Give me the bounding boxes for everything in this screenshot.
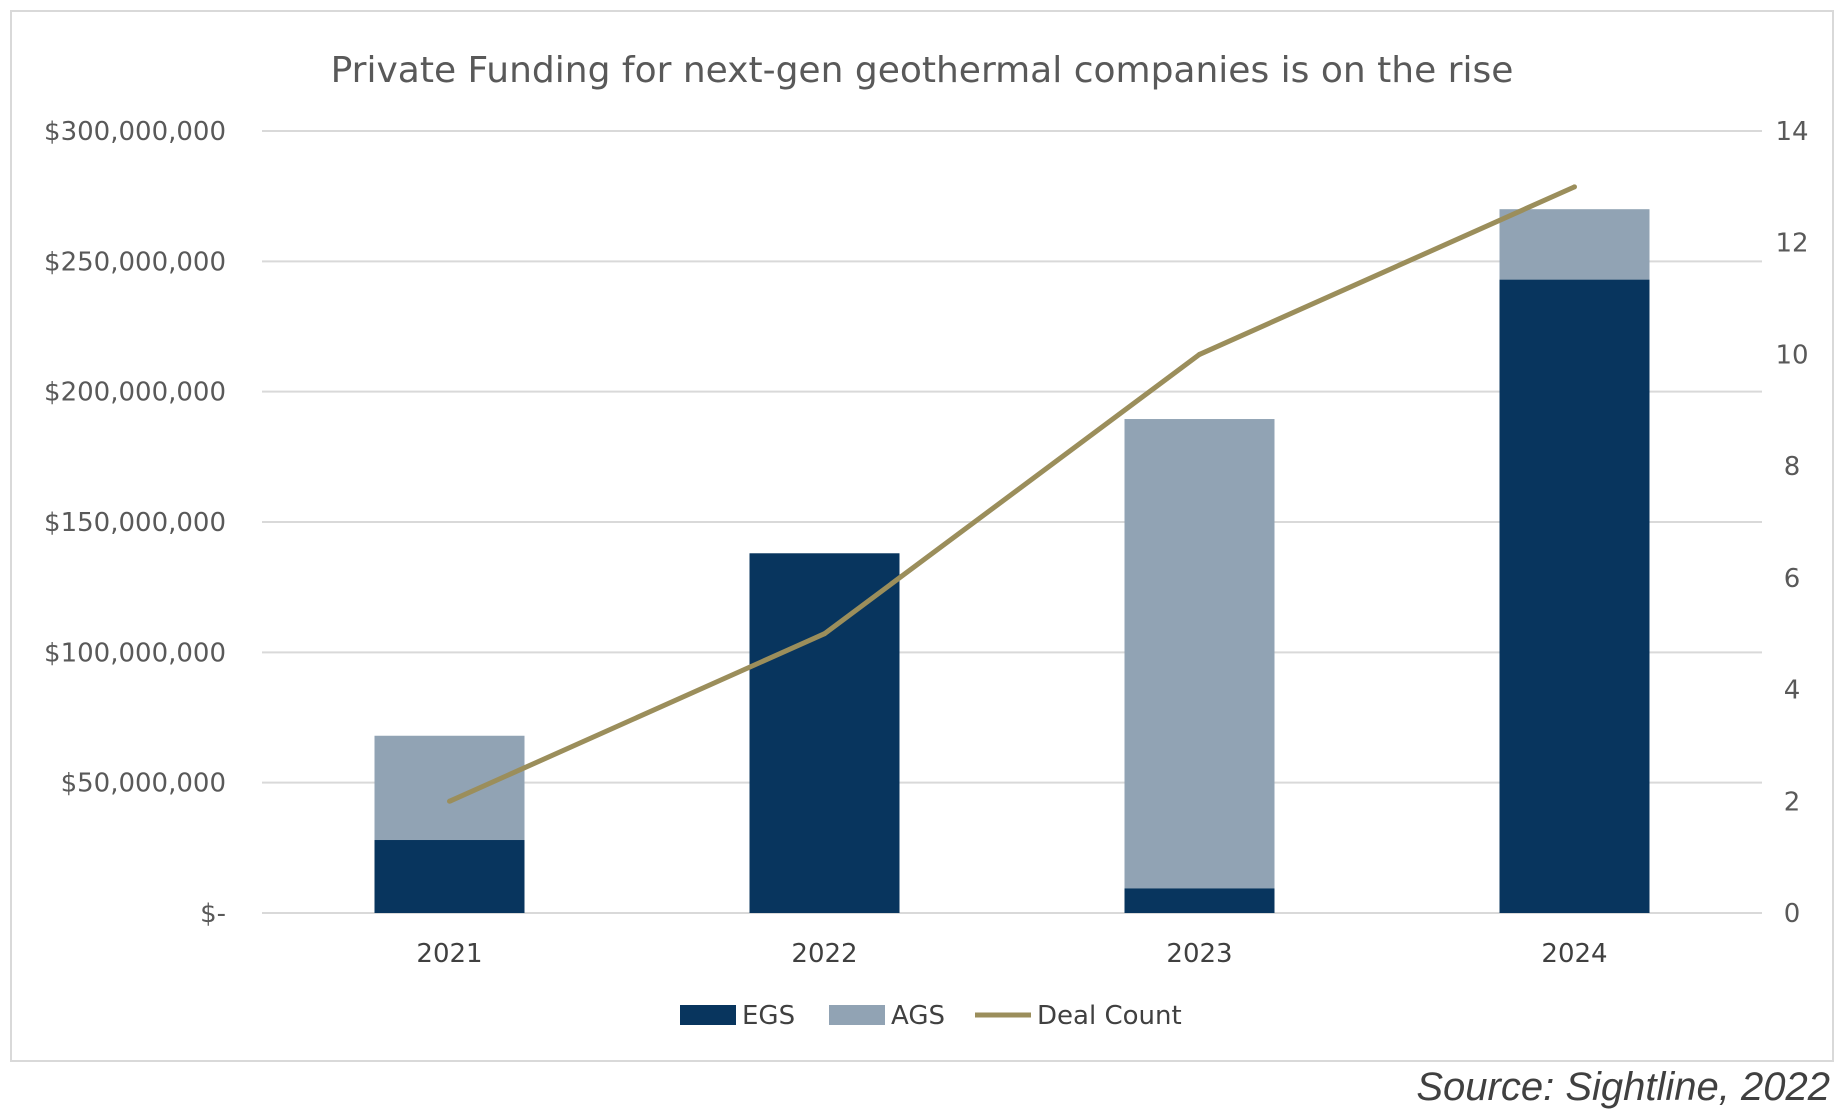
deal-count-line	[448, 184, 1576, 804]
x-axis-ticks: 2021 2022 2023 2024	[416, 939, 1607, 969]
bar-egs-2023	[1124, 888, 1275, 913]
legend-label-deal-count: Deal Count	[1037, 1001, 1182, 1031]
legend-label-ags: AGS	[891, 1001, 945, 1031]
legend-swatch-ags	[829, 1005, 885, 1025]
right-axis-tick-label: 4	[1784, 676, 1801, 706]
deal-count-point-2023	[1197, 351, 1202, 357]
x-axis-tick-label: 2022	[791, 939, 857, 969]
source-note: Source: Sightline, 2022	[1416, 1065, 1830, 1109]
left-axis-tick-label: $250,000,000	[44, 247, 226, 277]
left-axis-tick-label: $300,000,000	[44, 117, 226, 147]
bar-egs-2022	[749, 553, 900, 913]
bar-ags-2021	[374, 735, 525, 841]
deal-count-point-2021	[447, 798, 452, 804]
right-axis-tick-label: 10	[1775, 340, 1808, 370]
legend: EGS AGS Deal Count	[680, 1001, 1182, 1031]
left-axis-tick-label: $150,000,000	[44, 508, 226, 538]
bar-ags-2024	[1499, 209, 1650, 280]
bar-egs-2021	[374, 840, 525, 913]
legend-swatch-egs	[680, 1005, 736, 1025]
right-axis-tick-label: 0	[1784, 899, 1801, 929]
right-axis-tick-label: 14	[1775, 117, 1808, 147]
right-axis-tick-label: 8	[1784, 452, 1801, 482]
x-axis-tick-label: 2024	[1541, 939, 1607, 969]
left-axis-tick-label: $200,000,000	[44, 378, 226, 408]
right-axis-tick-label: 12	[1775, 229, 1808, 259]
left-axis-tick-label: $50,000,000	[61, 769, 226, 799]
deal-count-line-group	[447, 184, 1577, 804]
left-axis-tick-label: $-	[200, 899, 226, 929]
bar-egs-2024	[1499, 279, 1650, 914]
left-axis-tick-label: $100,000,000	[44, 638, 226, 668]
legend-label-egs: EGS	[742, 1001, 795, 1031]
x-axis-tick-label: 2023	[1166, 939, 1232, 969]
chart-title: Private Funding for next-gen geothermal …	[331, 50, 1514, 91]
x-axis-tick-label: 2021	[416, 939, 482, 969]
left-axis-ticks: $- $50,000,000 $100,000,000 $150,000,000 $20…	[44, 117, 226, 929]
deal-count-point-2024	[1572, 184, 1577, 190]
bar-ags-2023	[1124, 419, 1275, 889]
bars	[374, 209, 1650, 914]
right-axis-tick-label: 2	[1784, 787, 1801, 817]
right-axis-ticks: 0 2 4 6 8 10 12 14	[1775, 117, 1808, 929]
right-axis-tick-label: 6	[1784, 564, 1801, 594]
deal-count-point-2022	[822, 631, 827, 637]
